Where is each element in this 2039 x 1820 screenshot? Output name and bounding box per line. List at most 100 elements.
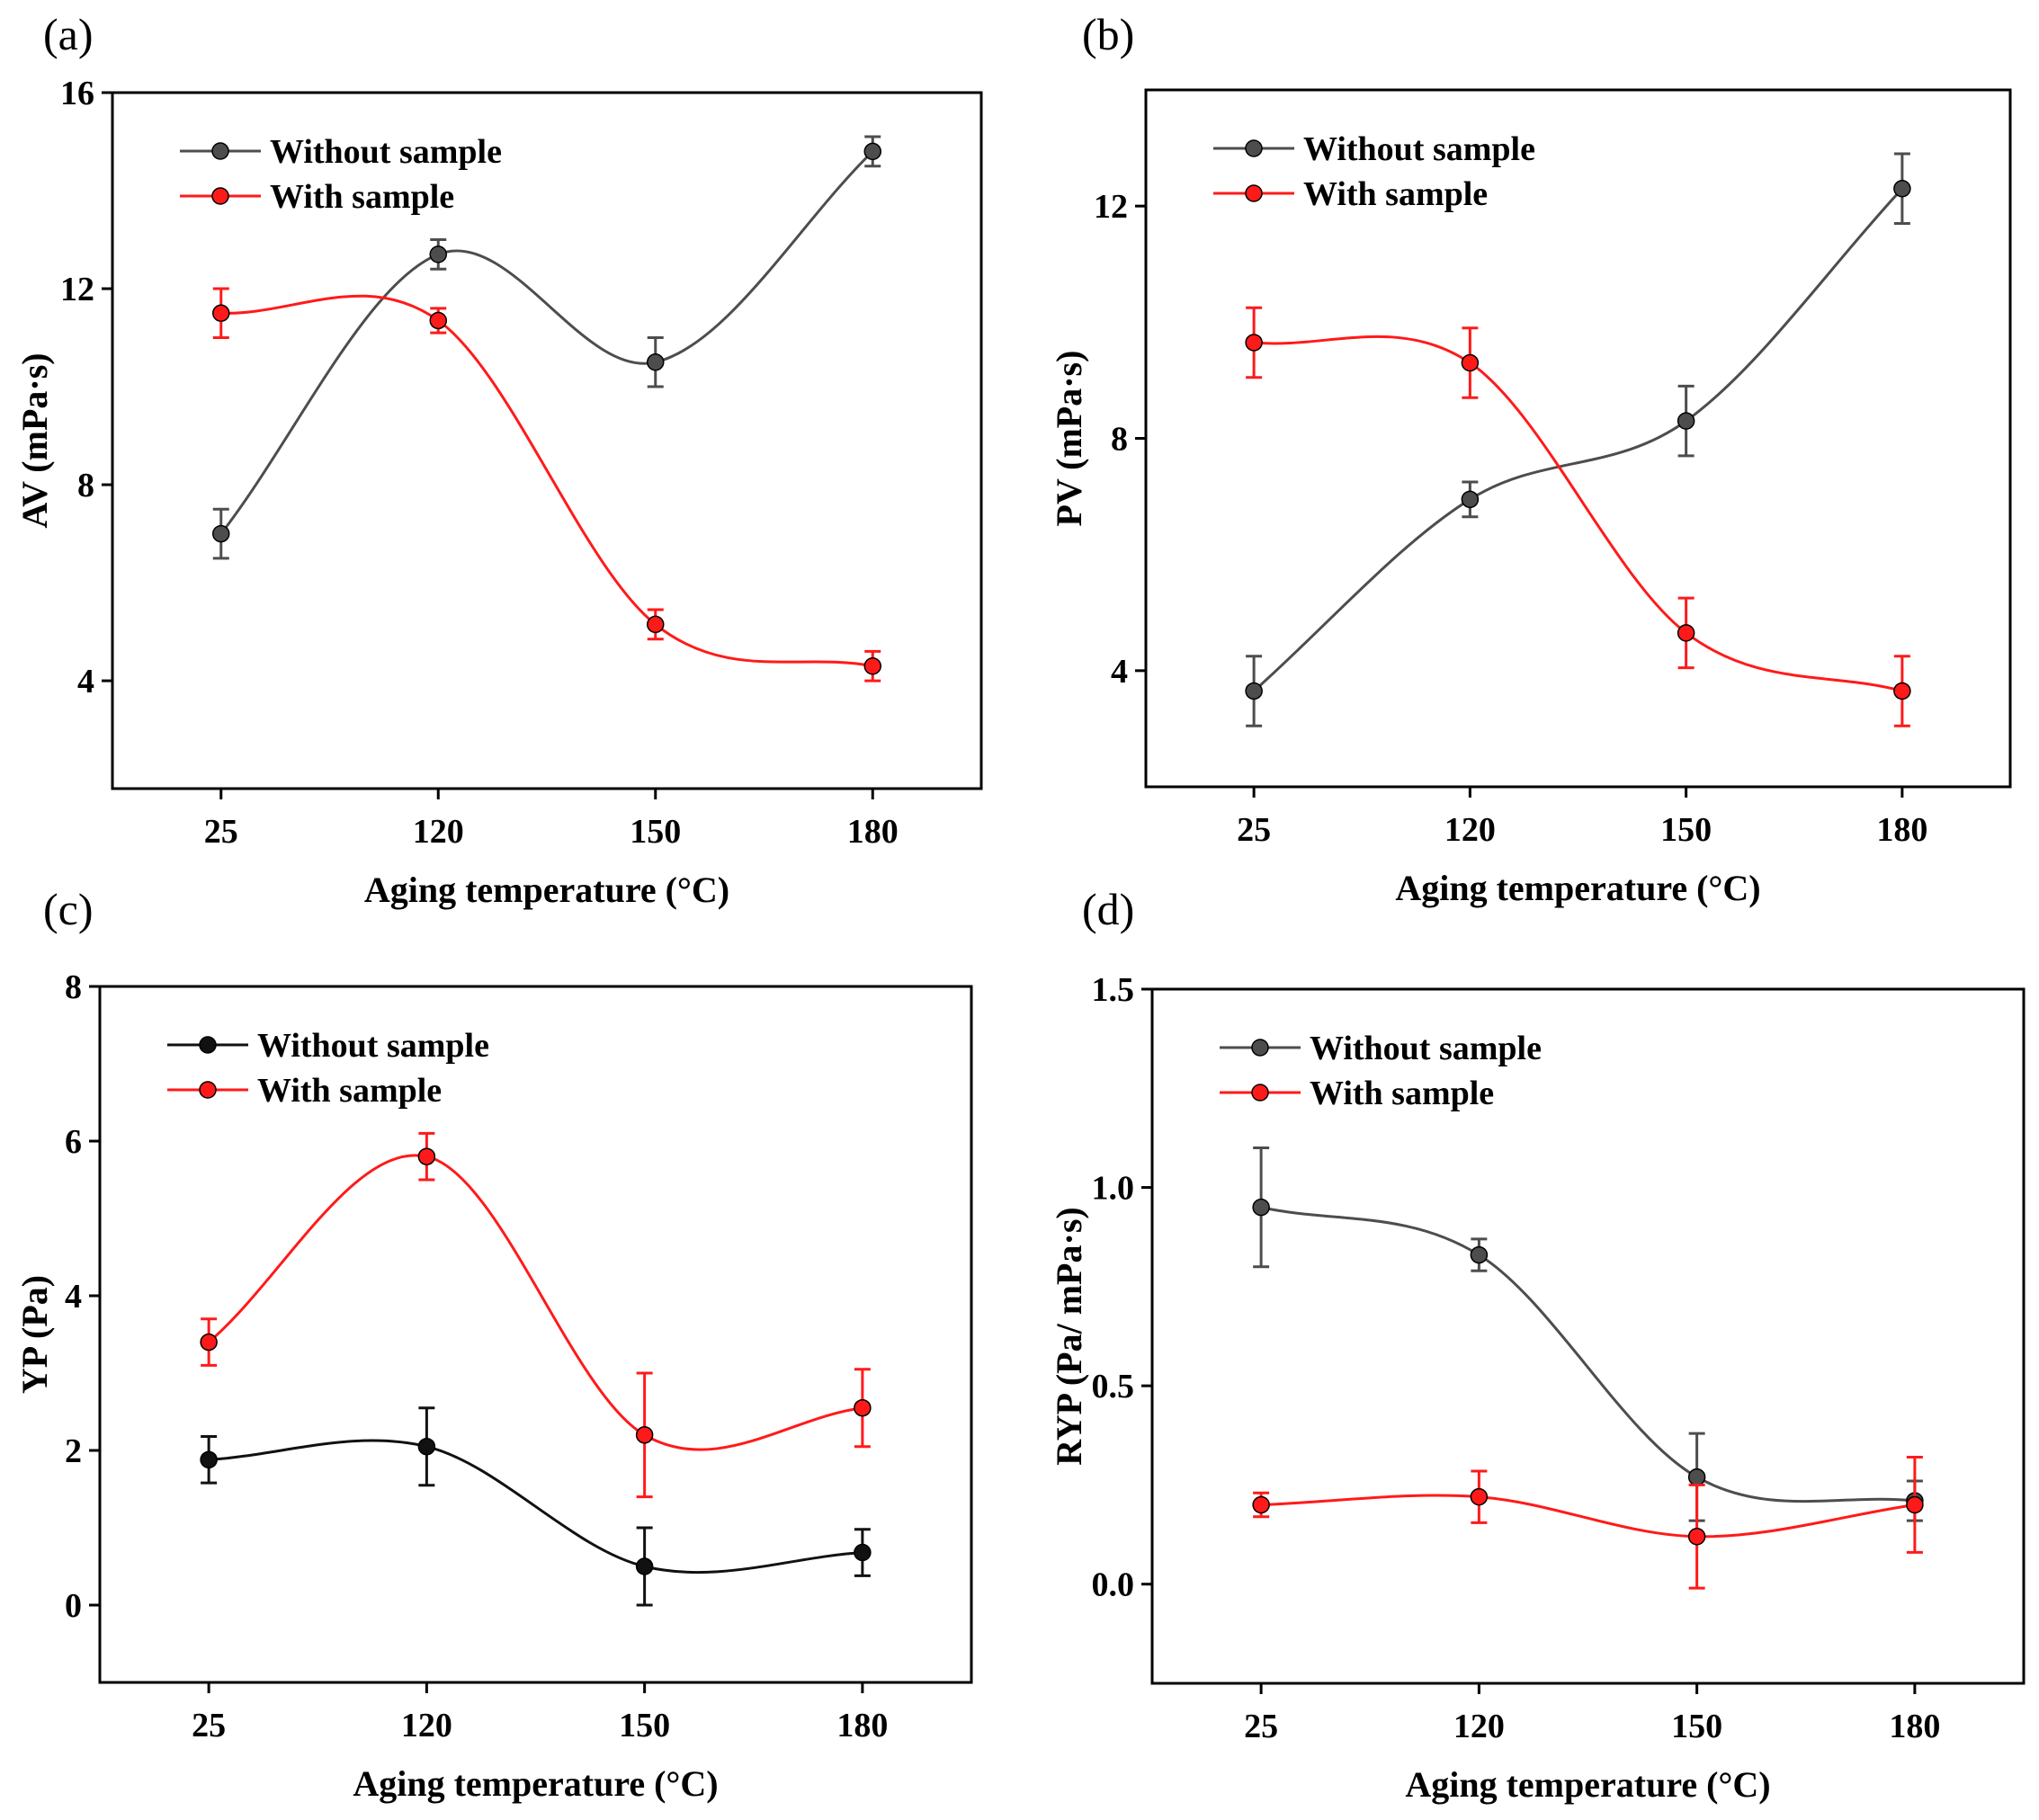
data-point bbox=[417, 1147, 436, 1165]
legend-label: With sample bbox=[257, 1072, 442, 1110]
panel-label: (d) bbox=[1082, 884, 1134, 934]
data-point bbox=[1252, 1495, 1270, 1514]
series-with-sample bbox=[200, 1131, 872, 1499]
data-point bbox=[647, 615, 665, 634]
data-point bbox=[1893, 682, 1911, 700]
data-point bbox=[1677, 624, 1695, 642]
data-point bbox=[854, 1398, 872, 1417]
y-tick-label: 12 bbox=[60, 271, 94, 308]
data-point bbox=[1245, 682, 1263, 700]
series-without-sample bbox=[1245, 152, 1911, 727]
y-tick-label: 8 bbox=[77, 467, 94, 504]
x-tick-label: 180 bbox=[1889, 1708, 1940, 1745]
series-line bbox=[1253, 335, 1903, 692]
data-point bbox=[647, 353, 665, 371]
legend-label: With sample bbox=[1303, 175, 1488, 213]
y-tick-label: 12 bbox=[1094, 188, 1128, 226]
plot-frame bbox=[111, 91, 983, 790]
chart-panel-3: (c) 0 2 4 6 8 25 120 150 180 Aging temperature (°C… bbox=[14, 884, 973, 1804]
data-point bbox=[863, 656, 881, 675]
y-axis-title: PV (mPa·s) bbox=[1049, 351, 1089, 527]
chart-panel-4: (d) 0.0 0.5 1.0 1.5 25 120 150 180 Aging temperat… bbox=[1049, 884, 2026, 1805]
panel-label: (a) bbox=[43, 9, 94, 59]
data-point bbox=[1252, 1198, 1270, 1217]
series-with-sample bbox=[1252, 1456, 1924, 1590]
series-line bbox=[209, 1439, 863, 1575]
y-tick-label: 4 bbox=[77, 663, 94, 700]
series-line bbox=[1261, 1494, 1916, 1539]
legend-marker bbox=[211, 142, 229, 160]
legend-marker bbox=[1245, 139, 1263, 157]
panel-label: (c) bbox=[43, 884, 94, 934]
y-tick-label: 4 bbox=[65, 1278, 82, 1316]
legend-label: Without sample bbox=[257, 1027, 489, 1065]
y-tick-label: 8 bbox=[65, 968, 82, 1006]
x-tick-label: 180 bbox=[836, 1707, 888, 1744]
series-line bbox=[1260, 1206, 1916, 1503]
data-point bbox=[1677, 412, 1695, 430]
legend-label: Without sample bbox=[270, 133, 502, 171]
series-with-sample bbox=[212, 287, 881, 682]
data-point bbox=[200, 1450, 218, 1469]
chart-panel-1: (a) 4 8 12 16 25 120 150 180 Aging temperature (°… bbox=[14, 9, 983, 910]
data-point bbox=[1687, 1528, 1706, 1546]
plot-frame bbox=[1150, 987, 2026, 1685]
data-point bbox=[1893, 180, 1911, 198]
x-tick-label: 25 bbox=[1237, 811, 1271, 849]
data-point bbox=[1461, 490, 1480, 509]
legend-label: Without sample bbox=[1310, 1030, 1542, 1067]
legend-marker bbox=[1245, 184, 1263, 202]
data-point bbox=[1470, 1245, 1489, 1264]
data-point bbox=[212, 524, 230, 543]
series-line bbox=[1253, 187, 1903, 692]
x-tick-label: 180 bbox=[847, 813, 899, 851]
data-point bbox=[635, 1426, 654, 1444]
data-point bbox=[635, 1557, 654, 1575]
legend-label: Without sample bbox=[1303, 130, 1535, 168]
legend-label: With sample bbox=[1310, 1075, 1494, 1112]
x-tick-label: 150 bbox=[630, 813, 681, 851]
series-without-sample bbox=[200, 1406, 872, 1607]
x-tick-label: 180 bbox=[1876, 811, 1927, 849]
x-tick-label: 120 bbox=[413, 813, 464, 851]
data-point bbox=[212, 304, 230, 323]
data-point bbox=[1470, 1487, 1489, 1506]
data-point bbox=[1245, 334, 1263, 352]
legend: Without sample With sample bbox=[167, 1027, 489, 1110]
y-tick-label: 0.0 bbox=[1092, 1566, 1135, 1604]
data-point bbox=[429, 245, 447, 263]
plot-frame bbox=[98, 985, 973, 1684]
data-point bbox=[417, 1437, 436, 1456]
y-tick-label: 0.5 bbox=[1092, 1368, 1135, 1405]
series-line bbox=[220, 294, 873, 668]
x-tick-label: 120 bbox=[1444, 811, 1496, 849]
legend-label: With sample bbox=[270, 178, 454, 216]
y-axis-title: RYP (Pa/ mPa·s) bbox=[1049, 1207, 1089, 1465]
y-tick-label: 6 bbox=[65, 1123, 82, 1161]
y-tick-label: 4 bbox=[1111, 653, 1128, 691]
data-point bbox=[200, 1333, 218, 1352]
data-point bbox=[1461, 353, 1480, 372]
x-axis-title: Aging temperature (°C) bbox=[1405, 1764, 1770, 1805]
data-point bbox=[863, 142, 881, 161]
y-tick-label: 2 bbox=[65, 1432, 82, 1470]
x-tick-label: 150 bbox=[1671, 1708, 1722, 1745]
series-without-sample bbox=[1252, 1146, 1924, 1522]
x-axis-title: Aging temperature (°C) bbox=[364, 870, 729, 910]
legend-marker bbox=[199, 1081, 217, 1099]
x-axis-title: Aging temperature (°C) bbox=[1395, 868, 1760, 908]
legend-marker bbox=[1251, 1084, 1269, 1102]
series-without-sample bbox=[212, 135, 881, 560]
x-tick-label: 150 bbox=[1660, 811, 1712, 849]
x-tick-label: 25 bbox=[1244, 1708, 1278, 1745]
panel-label: (b) bbox=[1082, 9, 1134, 59]
y-tick-label: 1.5 bbox=[1092, 971, 1135, 1009]
y-axis-title: AV (mPa·s) bbox=[14, 352, 55, 528]
y-tick-label: 1.0 bbox=[1092, 1170, 1135, 1208]
legend: Without sample With sample bbox=[1220, 1030, 1542, 1112]
y-tick-label: 8 bbox=[1111, 421, 1128, 459]
x-tick-label: 25 bbox=[192, 1707, 226, 1744]
series-line bbox=[219, 150, 874, 535]
y-tick-label: 16 bbox=[60, 75, 94, 112]
x-tick-label: 120 bbox=[1453, 1708, 1505, 1745]
